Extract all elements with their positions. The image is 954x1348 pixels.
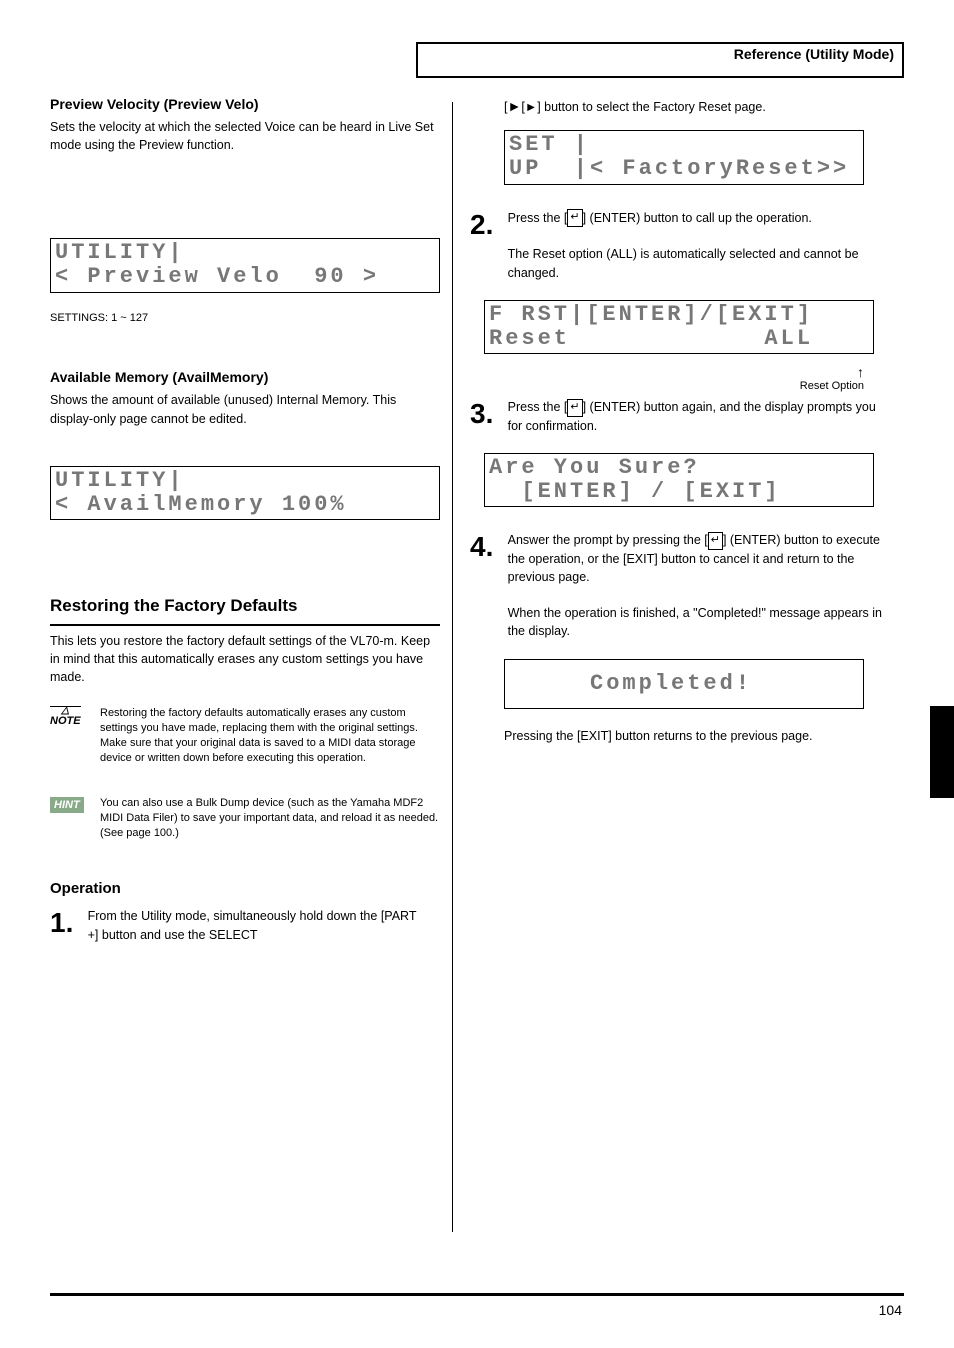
- enter-icon: ↵: [708, 532, 723, 550]
- avail-mem-body: Shows the amount of available (unused) I…: [50, 391, 440, 427]
- lcd-line: SET |: [509, 132, 590, 157]
- press-exit-line: Pressing the [EXIT] button returns to th…: [504, 727, 904, 745]
- reset-option-annotation: ↑ Reset Option: [470, 364, 904, 392]
- lcd-line: Reset ALL: [489, 326, 813, 351]
- completed-lcd: Completed!: [504, 659, 864, 709]
- lcd-line: F RST|[ENTER]/[EXIT]: [489, 302, 813, 327]
- header-title: Reference (Utility Mode): [734, 46, 894, 62]
- factory-note: Restoring the factory defaults automatic…: [100, 706, 440, 765]
- step-1-text: From the Utility mode, simultaneously ho…: [88, 907, 428, 943]
- factory-title: Restoring the Factory Defaults: [50, 596, 440, 616]
- step-2-text: Press the [↵] (ENTER) button to call up …: [508, 209, 888, 282]
- step1-cont-text: [►] button to select the Factory Reset p…: [521, 100, 765, 114]
- lcd-line: < AvailMemory 100%: [55, 492, 347, 517]
- factory-reset-lcd: SET |UP |< FactoryReset>>: [504, 130, 864, 184]
- right-column: [►[►] button to select the Factory Reset…: [470, 96, 904, 745]
- text-fragment: Press the [: [508, 400, 568, 414]
- lcd-line: [ENTER] / [EXIT]: [489, 479, 781, 504]
- preview-velocity-section: Preview Velocity (Preview Velo) Sets the…: [50, 96, 440, 325]
- step-2: 2. Press the [↵] (ENTER) button to call …: [470, 209, 904, 282]
- step-4-text: Answer the prompt by pressing the [↵] (E…: [508, 531, 888, 640]
- step-3-text: Press the [↵] (ENTER) button again, and …: [508, 398, 888, 435]
- available-memory-section: Available Memory (AvailMemory) Shows the…: [50, 369, 440, 520]
- factory-defaults-section: Restoring the Factory Defaults This lets…: [50, 596, 440, 944]
- avail-mem-lcd: UTILITY|< AvailMemory 100%: [50, 466, 440, 520]
- enter-icon: ↵: [567, 399, 582, 417]
- text-fragment: When the operation is finished, a "Compl…: [508, 606, 882, 638]
- prev-velo-heading: Preview Velocity (Preview Velo): [50, 96, 440, 112]
- note-icon: NOTE: [50, 706, 90, 765]
- hint-icon: HINT: [50, 796, 90, 841]
- text-fragment: ] (ENTER) button to call up the operatio…: [583, 211, 812, 225]
- text-fragment: Press the [: [508, 211, 568, 225]
- factory-hint: You can also use a Bulk Dump device (suc…: [100, 796, 440, 841]
- prev-velo-settings: SETTINGS: 1 ~ 127: [50, 311, 440, 326]
- step-number: 1.: [50, 907, 84, 939]
- avail-mem-heading: Available Memory (AvailMemory): [50, 369, 440, 385]
- text-fragment: Answer the prompt by pressing the [: [508, 533, 708, 547]
- prev-velo-body: Sets the velocity at which the selected …: [50, 118, 440, 154]
- lcd-line: Completed!: [509, 671, 752, 696]
- step-number: 4.: [470, 531, 504, 563]
- lcd-line: UTILITY|: [55, 240, 185, 265]
- enter-icon: ↵: [567, 209, 582, 227]
- left-column: Preview Velocity (Preview Velo) Sets the…: [50, 96, 440, 944]
- lcd-line: UTILITY|: [55, 468, 185, 493]
- text-fragment: The Reset option (ALL) is automatically …: [508, 247, 859, 279]
- right-arrow-icon: ►: [507, 98, 521, 114]
- page-footer: 104: [0, 1293, 954, 1318]
- operation-heading: Operation: [50, 880, 440, 897]
- up-arrow-icon: ↑: [857, 364, 864, 380]
- footer-rule: [50, 1293, 904, 1296]
- annot-text: Reset Option: [800, 380, 864, 392]
- are-you-sure-lcd: Are You Sure? [ENTER] / [EXIT]: [484, 453, 874, 507]
- page-number: 104: [0, 1302, 954, 1318]
- side-tab: [930, 706, 954, 798]
- step-number: 3.: [470, 398, 504, 430]
- step-1: 1. From the Utility mode, simultaneously…: [50, 907, 440, 943]
- reset-all-lcd: F RST|[ENTER]/[EXIT]Reset ALL: [484, 300, 874, 354]
- factory-rule: [50, 624, 440, 626]
- lcd-line: Are You Sure?: [489, 455, 700, 480]
- prev-velo-lcd: UTILITY|< Preview Velo 90 >: [50, 238, 440, 292]
- step-3: 3. Press the [↵] (ENTER) button again, a…: [470, 398, 904, 435]
- step-number: 2.: [470, 209, 504, 241]
- lcd-line: < Preview Velo 90 >: [55, 264, 379, 289]
- column-divider: [452, 102, 453, 1232]
- factory-body: This lets you restore the factory defaul…: [50, 632, 440, 686]
- lcd-line: UP |< FactoryReset>>: [509, 156, 849, 181]
- step-4: 4. Answer the prompt by pressing the [↵]…: [470, 531, 904, 640]
- step-1-continued: [►[►] button to select the Factory Reset…: [504, 96, 904, 116]
